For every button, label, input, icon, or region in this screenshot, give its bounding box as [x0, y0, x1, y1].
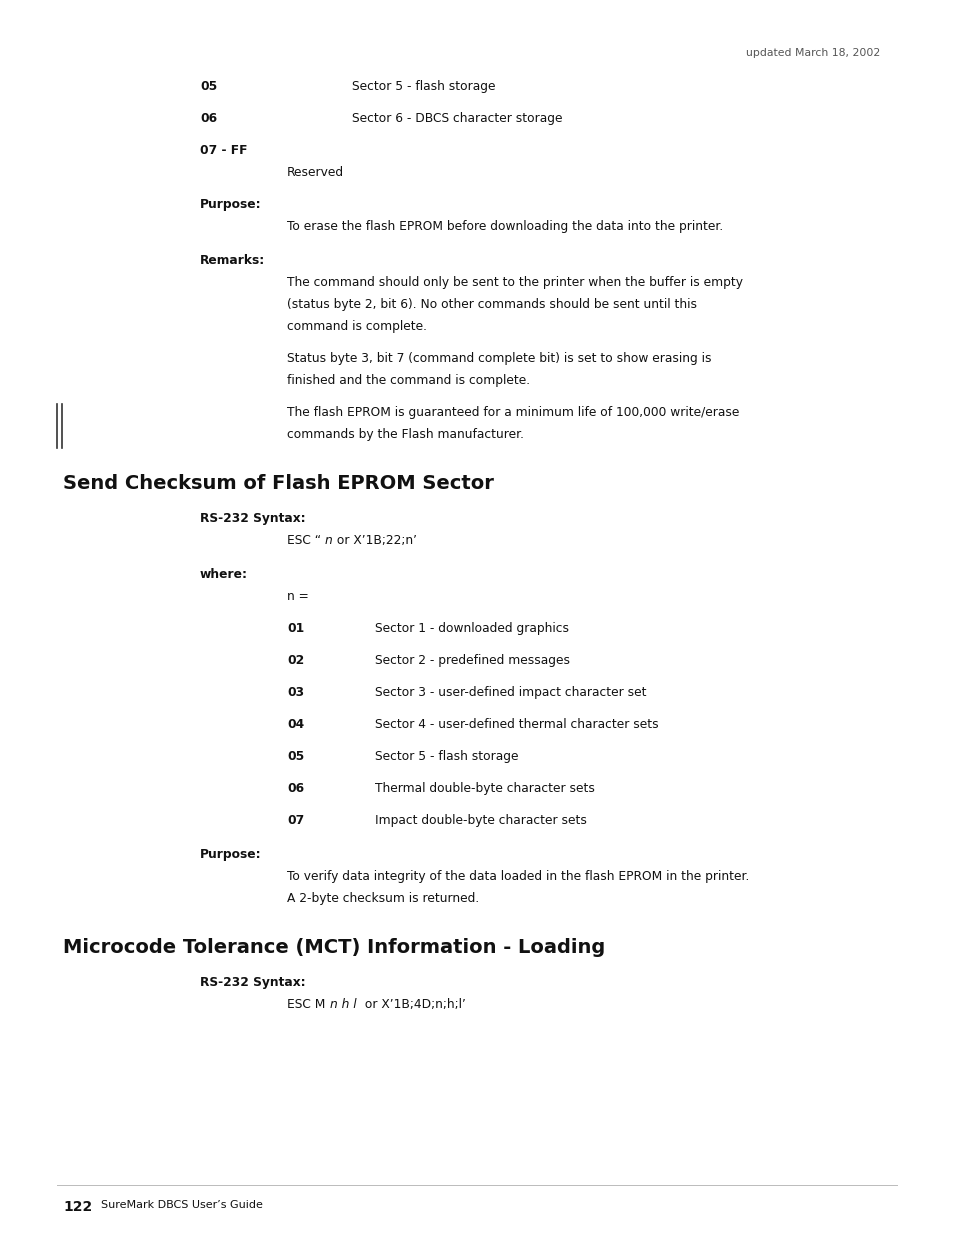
Text: The command should only be sent to the printer when the buffer is empty: The command should only be sent to the p…: [287, 275, 742, 289]
Text: To erase the flash EPROM before downloading the data into the printer.: To erase the flash EPROM before download…: [287, 220, 722, 233]
Text: Status byte 3, bit 7 (command complete bit) is set to show erasing is: Status byte 3, bit 7 (command complete b…: [287, 352, 711, 366]
Text: Purpose:: Purpose:: [200, 848, 261, 861]
Text: 122: 122: [63, 1200, 92, 1214]
Text: n h l: n h l: [330, 998, 356, 1011]
Text: RS-232 Syntax:: RS-232 Syntax:: [200, 976, 305, 989]
Text: finished and the command is complete.: finished and the command is complete.: [287, 374, 530, 387]
Text: Sector 1 - downloaded graphics: Sector 1 - downloaded graphics: [375, 622, 568, 635]
Text: ESC “: ESC “: [287, 534, 325, 547]
Text: Thermal double-byte character sets: Thermal double-byte character sets: [375, 782, 595, 795]
Text: Remarks:: Remarks:: [200, 254, 265, 267]
Text: 06: 06: [200, 112, 217, 125]
Text: 07 - FF: 07 - FF: [200, 144, 247, 157]
Text: Sector 2 - predefined messages: Sector 2 - predefined messages: [375, 655, 569, 667]
Text: command is complete.: command is complete.: [287, 320, 427, 333]
Text: Sector 5 - flash storage: Sector 5 - flash storage: [352, 80, 495, 93]
Text: Sector 3 - user-defined impact character set: Sector 3 - user-defined impact character…: [375, 685, 646, 699]
Text: 07: 07: [287, 814, 304, 827]
Text: 02: 02: [287, 655, 304, 667]
Text: RS-232 Syntax:: RS-232 Syntax:: [200, 513, 305, 525]
Text: 04: 04: [287, 718, 304, 731]
Text: 05: 05: [287, 750, 304, 763]
Text: where:: where:: [200, 568, 248, 580]
Text: Reserved: Reserved: [287, 165, 344, 179]
Text: n =: n =: [287, 590, 309, 603]
Text: 06: 06: [287, 782, 304, 795]
Text: SureMark DBCS User’s Guide: SureMark DBCS User’s Guide: [101, 1200, 263, 1210]
Text: A 2-byte checksum is returned.: A 2-byte checksum is returned.: [287, 892, 478, 905]
Text: commands by the Flash manufacturer.: commands by the Flash manufacturer.: [287, 429, 523, 441]
Text: Sector 5 - flash storage: Sector 5 - flash storage: [375, 750, 518, 763]
Text: updated March 18, 2002: updated March 18, 2002: [745, 48, 879, 58]
Text: Purpose:: Purpose:: [200, 198, 261, 211]
Text: To verify data integrity of the data loaded in the flash EPROM in the printer.: To verify data integrity of the data loa…: [287, 869, 749, 883]
Text: 01: 01: [287, 622, 304, 635]
Text: Sector 4 - user-defined thermal character sets: Sector 4 - user-defined thermal characte…: [375, 718, 658, 731]
Text: Impact double-byte character sets: Impact double-byte character sets: [375, 814, 586, 827]
Text: Sector 6 - DBCS character storage: Sector 6 - DBCS character storage: [352, 112, 562, 125]
Text: (status byte 2, bit 6). No other commands should be sent until this: (status byte 2, bit 6). No other command…: [287, 298, 697, 311]
Text: Send Checksum of Flash EPROM Sector: Send Checksum of Flash EPROM Sector: [63, 474, 494, 493]
Text: 03: 03: [287, 685, 304, 699]
Text: n: n: [325, 534, 333, 547]
Text: 05: 05: [200, 80, 217, 93]
Text: Microcode Tolerance (MCT) Information - Loading: Microcode Tolerance (MCT) Information - …: [63, 939, 604, 957]
Text: The flash EPROM is guaranteed for a minimum life of 100,000 write/erase: The flash EPROM is guaranteed for a mini…: [287, 406, 739, 419]
Text: or X’1B;4D;n;h;l’: or X’1B;4D;n;h;l’: [360, 998, 465, 1011]
Text: ESC M: ESC M: [287, 998, 329, 1011]
Text: or X’1B;22;n’: or X’1B;22;n’: [333, 534, 416, 547]
